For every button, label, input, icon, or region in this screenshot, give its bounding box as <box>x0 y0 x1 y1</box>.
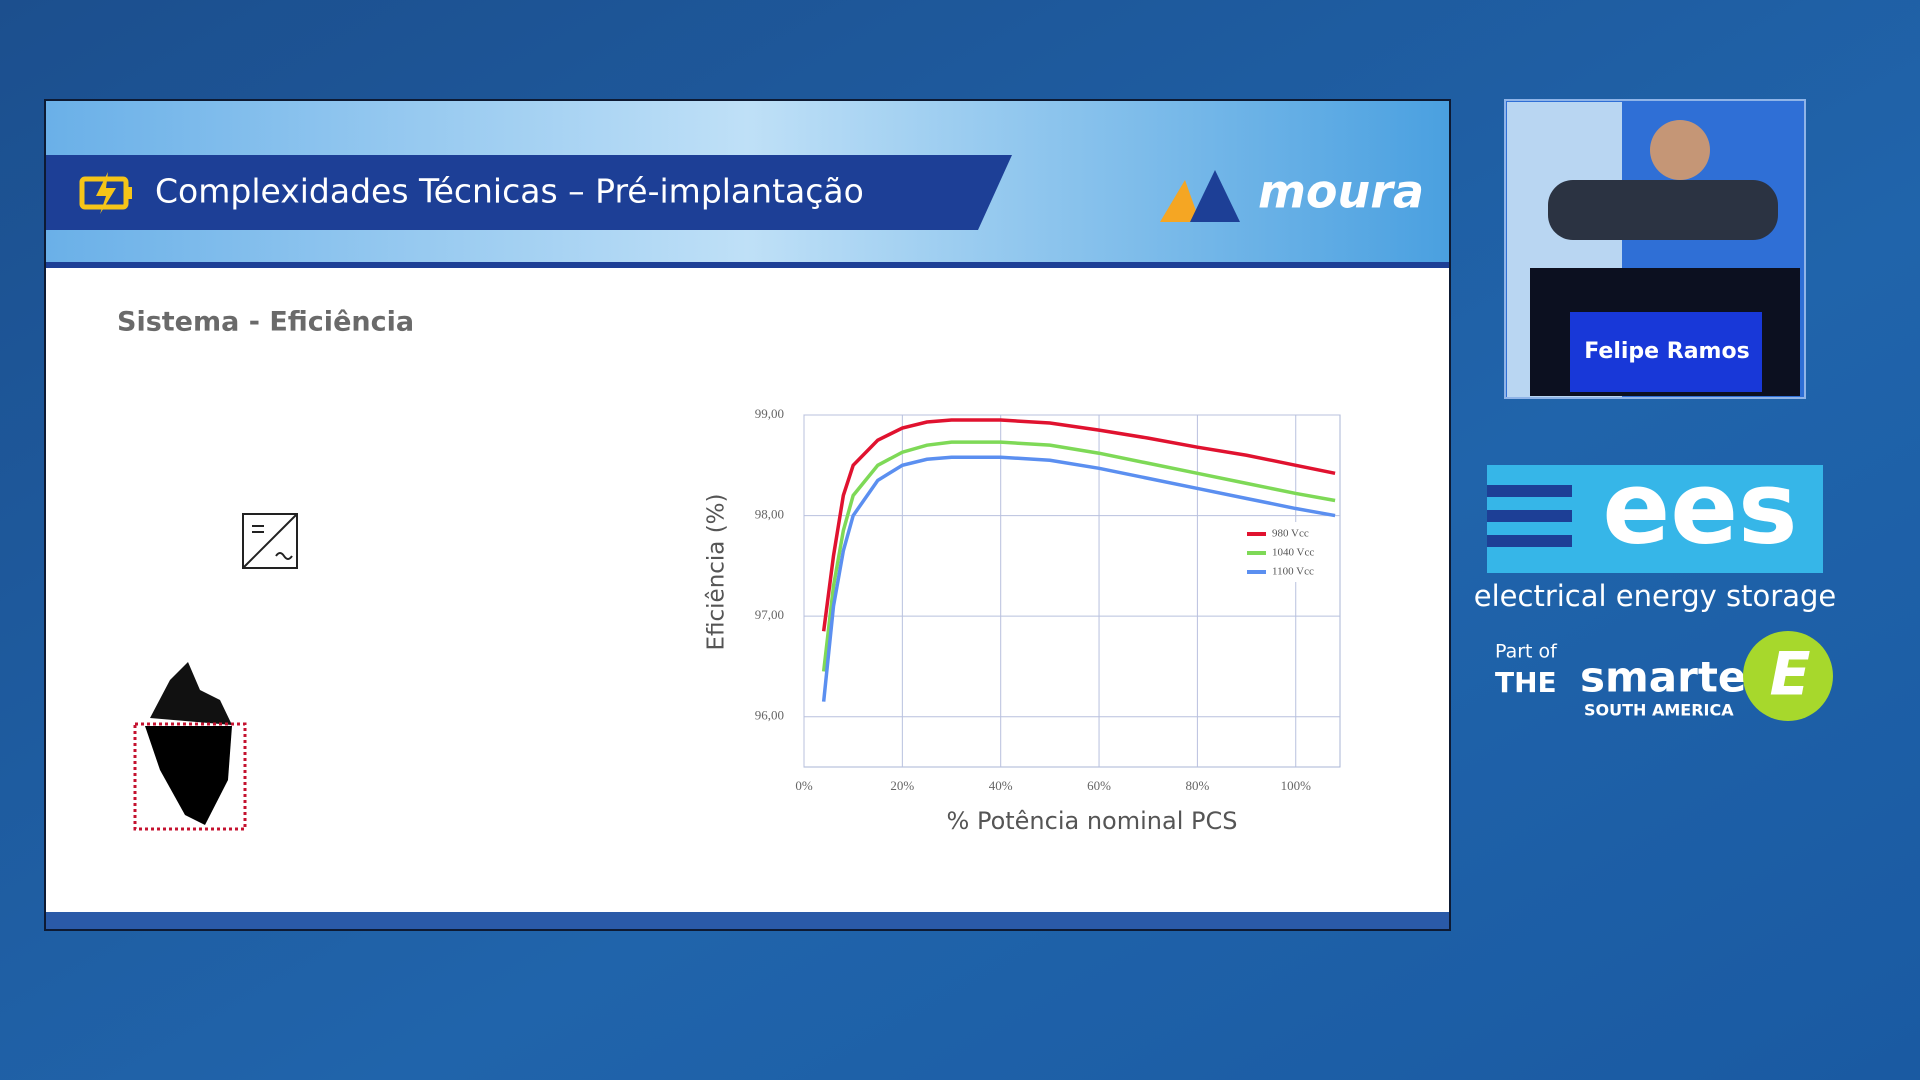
legend-box <box>1228 522 1328 582</box>
event-tagline: electrical energy storage <box>1474 579 1836 613</box>
smarter-e-letter: E <box>1770 640 1811 710</box>
battery-icon <box>79 172 132 214</box>
slide-title: Complexidades Técnicas – Pré-implantação <box>155 172 864 211</box>
y-tick-label: 97,00 <box>755 607 784 622</box>
x-tick-label: 80% <box>1185 778 1209 793</box>
series-line <box>821 418 1336 632</box>
title-band <box>46 155 1012 230</box>
slide-footer <box>46 912 1449 929</box>
y-axis-label: Eficiência (%) <box>704 493 730 650</box>
legend-label: 980 Vcc <box>1272 528 1309 540</box>
header-rule <box>46 262 1449 268</box>
ees-stripe <box>1487 510 1572 522</box>
y-tick-label: 98,00 <box>755 507 784 522</box>
x-tick-label: 40% <box>989 778 1013 793</box>
brand-name: moura <box>1258 165 1424 219</box>
ees-logo: ees <box>1602 449 1797 566</box>
speaker-figure <box>1548 180 1778 240</box>
iceberg-icon <box>133 662 247 831</box>
series-line <box>821 440 1336 672</box>
x-tick-label: 60% <box>1087 778 1111 793</box>
x-tick-label: 20% <box>890 778 914 793</box>
event-branding: ees electrical energy storage Part of TH… <box>1474 449 1836 721</box>
slide-subtitle: Sistema - Eficiência <box>117 307 414 338</box>
series-line <box>821 455 1336 702</box>
smarter-e-badge <box>1743 631 1833 721</box>
x-tick-label: 100% <box>1281 778 1312 793</box>
podium-sign <box>1570 312 1762 392</box>
smarter-label: smarter <box>1580 653 1767 702</box>
ees-stripe <box>1487 485 1572 497</box>
part-of: Part of <box>1495 641 1558 663</box>
plot-area <box>803 414 1341 768</box>
y-tick-label: 96,00 <box>755 708 784 723</box>
legend-label: 1100 Vcc <box>1272 566 1314 578</box>
inverter-icon <box>242 513 298 569</box>
x-tick-label: 0% <box>795 778 813 793</box>
region-label: SOUTH AMERICA <box>1584 701 1734 720</box>
speaker-name: Felipe Ramos <box>1584 339 1749 364</box>
speaker-video: Felipe Ramos <box>1504 99 1806 399</box>
chart: Eficiência (%) % Potência nominal PCS 96… <box>704 406 1341 835</box>
ees-stripe <box>1487 535 1572 547</box>
speaker-head <box>1650 120 1710 180</box>
y-tick-label: 99,00 <box>755 406 784 421</box>
the-label: THE <box>1495 666 1557 699</box>
legend-label: 1040 Vcc <box>1272 547 1314 559</box>
brand-logo: moura <box>1160 165 1424 222</box>
x-axis-label: % Potência nominal PCS <box>947 807 1238 835</box>
